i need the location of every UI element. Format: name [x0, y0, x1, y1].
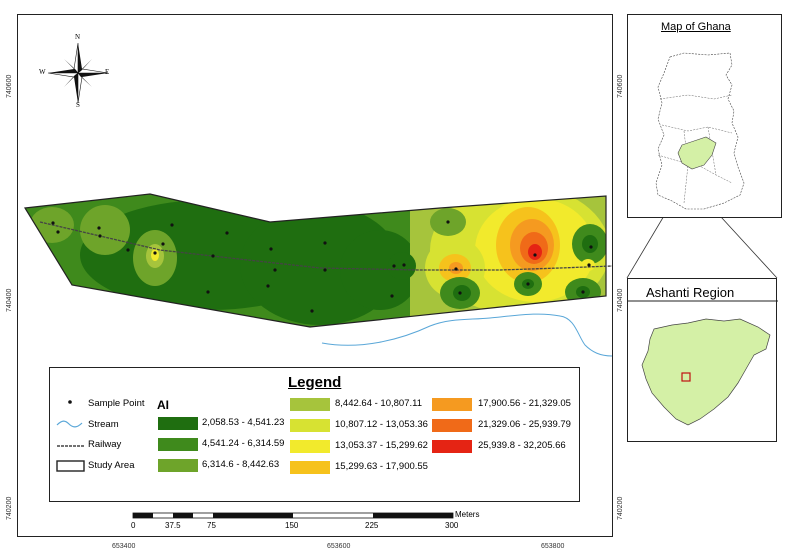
class-swatch-7 — [290, 461, 330, 474]
class-label-2: 4,541.24 - 6,314.59 — [202, 438, 285, 449]
ashanti-map — [628, 300, 778, 426]
class-swatch-2 — [158, 438, 198, 451]
legend-title: Legend — [288, 374, 342, 391]
class-swatch-8 — [432, 398, 472, 411]
legend-label-sample-point: Sample Point — [88, 398, 145, 409]
class-label-10: 25,939.8 - 32,205.66 — [478, 440, 566, 451]
class-label-8: 17,900.56 - 21,329.05 — [478, 398, 571, 409]
x-coord-mid: 653600 — [327, 543, 351, 550]
class-swatch-1 — [158, 417, 198, 430]
class-label-1: 2,058.53 - 4,541.23 — [202, 417, 285, 428]
class-swatch-3 — [158, 459, 198, 472]
legend-label-railway: Railway — [88, 439, 122, 450]
class-label-7: 15,299.63 - 17,900.55 — [335, 461, 428, 472]
legend-symbols — [56, 400, 85, 472]
legend-label-study-area: Study Area — [88, 460, 135, 471]
ashanti-title: Ashanti Region — [646, 285, 735, 300]
scale-label-1: 37.5 — [165, 521, 181, 530]
compass-e: E — [105, 68, 110, 76]
ashanti-inset: Ashanti Region — [627, 278, 778, 442]
class-label-9: 21,329.06 - 25,939.79 — [478, 419, 571, 430]
study-location-marker — [681, 372, 691, 382]
sample-points — [51, 220, 593, 313]
class-swatch-4 — [290, 398, 330, 411]
ghana-title: Map of Ghana — [661, 21, 731, 33]
compass-w: W — [39, 68, 46, 76]
class-swatch-10 — [432, 440, 472, 453]
ghana-map — [655, 52, 745, 210]
study-area-boundary — [23, 193, 607, 328]
scale-unit: Meters — [455, 510, 480, 519]
class-swatch-5 — [290, 419, 330, 432]
class-label-3: 6,314.6 - 8,442.63 — [202, 459, 280, 470]
class-swatch-6 — [290, 440, 330, 453]
stream-line — [321, 313, 613, 357]
legend: Legend AI Sample Point Stream Railway St… — [49, 367, 580, 502]
study-area-icon — [56, 460, 85, 472]
stream-icon — [56, 420, 83, 428]
class-label-4: 8,442.64 - 10,807.11 — [335, 398, 422, 409]
compass-n: N — [75, 33, 81, 41]
ghana-inset: Map of Ghana — [627, 14, 782, 218]
railway-line — [39, 221, 613, 271]
legend-ai-label: AI — [157, 398, 169, 412]
scale-label-5: 300 — [445, 521, 459, 530]
class-label-5: 10,807.12 - 13,053.36 — [335, 419, 428, 430]
north-arrow-icon — [47, 42, 109, 104]
scale-label-0: 0 — [131, 521, 136, 530]
compass-s: S — [76, 101, 80, 109]
legend-label-stream: Stream — [88, 419, 119, 430]
scale-label-2: 75 — [207, 521, 216, 530]
scale-label-4: 225 — [365, 521, 379, 530]
x-coord-left: 653400 — [112, 543, 136, 550]
class-swatch-9 — [432, 419, 472, 432]
x-coord-right: 653800 — [541, 543, 565, 550]
scale-label-3: 150 — [285, 521, 299, 530]
class-label-6: 13,053.37 - 15,299.62 — [335, 440, 428, 451]
point-icon — [68, 400, 72, 404]
